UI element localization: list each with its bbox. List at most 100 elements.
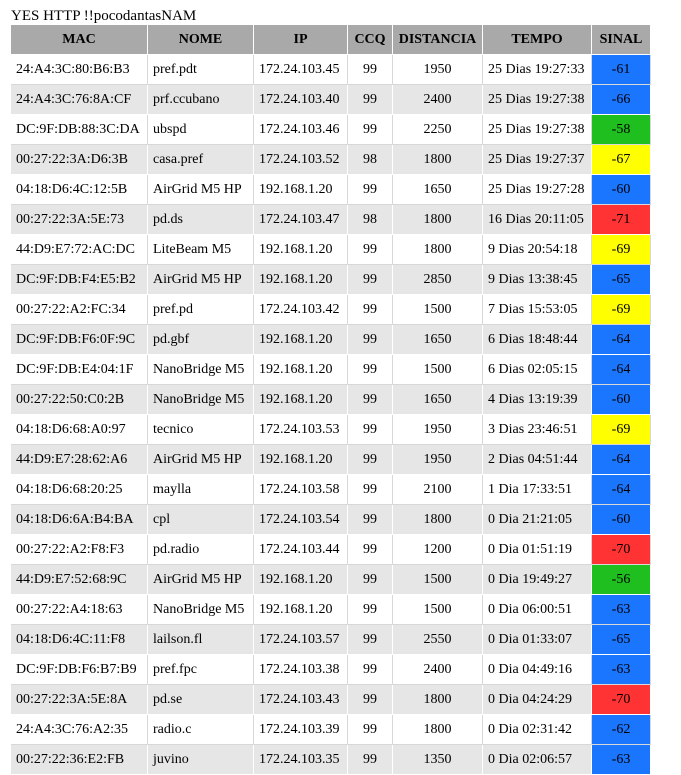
ccq-cell: 99 bbox=[348, 655, 393, 685]
mac-cell: 44:D9:E7:72:AC:DC bbox=[11, 235, 148, 265]
signal-cell: -60 bbox=[592, 385, 651, 415]
ip-cell: 172.24.103.40 bbox=[254, 85, 348, 115]
ip-cell: 192.168.1.20 bbox=[254, 595, 348, 625]
signal-cell: -65 bbox=[592, 625, 651, 655]
mac-cell: 04:18:D6:4C:11:F8 bbox=[11, 625, 148, 655]
ip-cell: 172.24.103.43 bbox=[254, 685, 348, 715]
signal-cell: -70 bbox=[592, 535, 651, 565]
nome-cell: pd.se bbox=[148, 685, 254, 715]
mac-cell: 00:27:22:A2:FC:34 bbox=[11, 295, 148, 325]
ccq-cell: 99 bbox=[348, 715, 393, 745]
tempo-cell: 0 Dia 04:24:29 bbox=[483, 685, 592, 715]
ccq-cell: 99 bbox=[348, 415, 393, 445]
distancia-cell: 1650 bbox=[393, 385, 483, 415]
ip-cell: 172.24.103.46 bbox=[254, 115, 348, 145]
nome-cell: LiteBeam M5 bbox=[148, 235, 254, 265]
mac-cell: 04:18:D6:4C:12:5B bbox=[11, 175, 148, 205]
mac-cell: 44:D9:E7:28:62:A6 bbox=[11, 445, 148, 475]
table-row: 04:18:D6:6A:B4:BA cpl 172.24.103.54 99 1800 0… bbox=[11, 505, 651, 535]
ccq-cell: 99 bbox=[348, 505, 393, 535]
table-row: DC:9F:DB:88:3C:DA ubspd 172.24.103.46 99 225… bbox=[11, 115, 651, 145]
distancia-cell: 1500 bbox=[393, 565, 483, 595]
table-row: 24:A4:3C:76:A2:35 radio.c 172.24.103.39 99 1… bbox=[11, 715, 651, 745]
distancia-cell: 1650 bbox=[393, 325, 483, 355]
tempo-cell: 0 Dia 04:49:16 bbox=[483, 655, 592, 685]
mac-cell: 00:27:22:A2:F8:F3 bbox=[11, 535, 148, 565]
ip-cell: 172.24.103.42 bbox=[254, 295, 348, 325]
nome-cell: NanoBridge M5 bbox=[148, 595, 254, 625]
distancia-cell: 1500 bbox=[393, 295, 483, 325]
distancia-cell: 2400 bbox=[393, 85, 483, 115]
signal-cell: -69 bbox=[592, 235, 651, 265]
signal-cell: -60 bbox=[592, 175, 651, 205]
ccq-cell: 99 bbox=[348, 475, 393, 505]
mac-cell: 00:27:22:3A:D6:3B bbox=[11, 145, 148, 175]
signal-cell: -71 bbox=[592, 205, 651, 235]
ccq-cell: 99 bbox=[348, 55, 393, 85]
table-row: 00:27:22:50:C0:2B NanoBridge M5 192.168.1.… bbox=[11, 385, 651, 415]
tempo-cell: 4 Dias 13:19:39 bbox=[483, 385, 592, 415]
distancia-cell: 1800 bbox=[393, 205, 483, 235]
nome-cell: pd.gbf bbox=[148, 325, 254, 355]
distancia-cell: 2100 bbox=[393, 475, 483, 505]
mac-cell: 04:18:D6:68:20:25 bbox=[11, 475, 148, 505]
distancia-cell: 1350 bbox=[393, 745, 483, 775]
ip-cell: 192.168.1.20 bbox=[254, 175, 348, 205]
mac-cell: 00:27:22:3A:5E:8A bbox=[11, 685, 148, 715]
ip-cell: 172.24.103.53 bbox=[254, 415, 348, 445]
signal-cell: -70 bbox=[592, 685, 651, 715]
ip-cell: 172.24.103.39 bbox=[254, 715, 348, 745]
nome-cell: AirGrid M5 HP bbox=[148, 445, 254, 475]
mac-cell: DC:9F:DB:F6:B7:B9 bbox=[11, 655, 148, 685]
mac-cell: DC:9F:DB:E4:04:1F bbox=[11, 355, 148, 385]
ip-cell: 172.24.103.54 bbox=[254, 505, 348, 535]
signal-cell: -64 bbox=[592, 475, 651, 505]
ccq-cell: 98 bbox=[348, 205, 393, 235]
distancia-cell: 2400 bbox=[393, 655, 483, 685]
ccq-cell: 99 bbox=[348, 355, 393, 385]
signal-cell: -64 bbox=[592, 325, 651, 355]
ccq-cell: 98 bbox=[348, 145, 393, 175]
table-row: 04:18:D6:68:A0:97 tecnico 172.24.103.53 99 1… bbox=[11, 415, 651, 445]
ccq-cell: 99 bbox=[348, 385, 393, 415]
page-title: YES HTTP !!pocodantasNAM bbox=[11, 8, 197, 24]
nome-cell: tecnico bbox=[148, 415, 254, 445]
tempo-cell: 25 Dias 19:27:37 bbox=[483, 145, 592, 175]
nome-cell: pref.pdt bbox=[148, 55, 254, 85]
tempo-cell: 25 Dias 19:27:28 bbox=[483, 175, 592, 205]
tempo-cell: 25 Dias 19:27:33 bbox=[483, 55, 592, 85]
ip-cell: 172.24.103.57 bbox=[254, 625, 348, 655]
table-row: 44:D9:E7:28:62:A6 AirGrid M5 HP 192.168.1.… bbox=[11, 445, 651, 475]
tempo-cell: 0 Dia 21:21:05 bbox=[483, 505, 592, 535]
signal-cell: -63 bbox=[592, 655, 651, 685]
distancia-cell: 1950 bbox=[393, 55, 483, 85]
tempo-cell: 7 Dias 15:53:05 bbox=[483, 295, 592, 325]
mac-cell: 00:27:22:50:C0:2B bbox=[11, 385, 148, 415]
mac-cell: DC:9F:DB:F6:0F:9C bbox=[11, 325, 148, 355]
ccq-cell: 99 bbox=[348, 685, 393, 715]
ip-cell: 172.24.103.45 bbox=[254, 55, 348, 85]
signal-cell: -69 bbox=[592, 415, 651, 445]
table-row: 00:27:22:3A:5E:73 pd.ds 172.24.103.47 98 180… bbox=[11, 205, 651, 235]
nome-cell: cpl bbox=[148, 505, 254, 535]
tempo-cell: 16 Dias 20:11:05 bbox=[483, 205, 592, 235]
ccq-cell: 99 bbox=[348, 265, 393, 295]
tempo-cell: 9 Dias 20:54:18 bbox=[483, 235, 592, 265]
table-row: 00:27:22:3A:D6:3B casa.pref 172.24.103.52 9… bbox=[11, 145, 651, 175]
table-row: 04:18:D6:4C:12:5B AirGrid M5 HP 192.168.1.… bbox=[11, 175, 651, 205]
distancia-cell: 1200 bbox=[393, 535, 483, 565]
mac-cell: DC:9F:DB:F4:E5:B2 bbox=[11, 265, 148, 295]
ip-cell: 192.168.1.20 bbox=[254, 235, 348, 265]
nome-cell: pref.fpc bbox=[148, 655, 254, 685]
nome-cell: pref.pd bbox=[148, 295, 254, 325]
table-row: DC:9F:DB:F6:0F:9C pd.gbf 192.168.1.20 99 165… bbox=[11, 325, 651, 355]
ccq-cell: 99 bbox=[348, 115, 393, 145]
ip-cell: 192.168.1.20 bbox=[254, 265, 348, 295]
ip-cell: 172.24.103.44 bbox=[254, 535, 348, 565]
mac-cell: DC:9F:DB:88:3C:DA bbox=[11, 115, 148, 145]
table-row: 24:A4:3C:76:8A:CF prf.ccubano 172.24.103.4… bbox=[11, 85, 651, 115]
mac-cell: 44:D9:E7:52:68:9C bbox=[11, 565, 148, 595]
distancia-cell: 1800 bbox=[393, 715, 483, 745]
tempo-cell: 6 Dias 02:05:15 bbox=[483, 355, 592, 385]
distancia-cell: 1500 bbox=[393, 595, 483, 625]
